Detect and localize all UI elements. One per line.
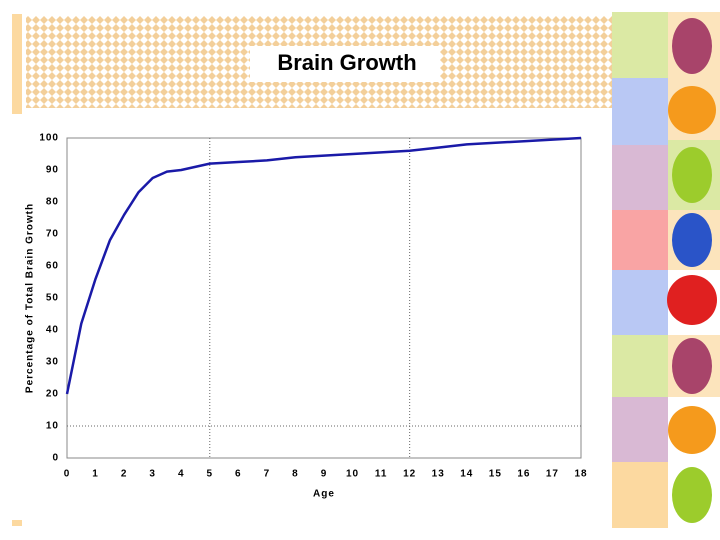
accent-bar bbox=[12, 520, 22, 526]
x-tick-label: 4 bbox=[178, 469, 185, 480]
x-tick-label: 18 bbox=[574, 469, 587, 480]
x-tick-label: 15 bbox=[489, 469, 502, 480]
x-tick-label: 1 bbox=[92, 469, 99, 480]
x-tick-label: 7 bbox=[264, 469, 271, 480]
y-tick-label: 40 bbox=[46, 325, 59, 336]
side-panel bbox=[612, 12, 720, 528]
x-tick-label: 6 bbox=[235, 469, 242, 480]
plot-frame bbox=[66, 137, 582, 459]
y-axis-label: Percentage of Total Brain Growth bbox=[25, 203, 36, 393]
y-tick-label: 0 bbox=[52, 453, 59, 464]
chart-title: Brain Growth bbox=[277, 50, 416, 75]
y-tick-label: 10 bbox=[46, 421, 59, 432]
y-tick-label: 100 bbox=[39, 133, 59, 144]
y-tick-label: 60 bbox=[46, 261, 59, 272]
y-tick-label: 30 bbox=[46, 357, 59, 368]
x-tick-label: 16 bbox=[517, 469, 530, 480]
y-tick-label: 90 bbox=[46, 165, 59, 176]
x-tick-label: 8 bbox=[292, 469, 299, 480]
y-tick-label: 20 bbox=[46, 389, 59, 400]
x-tick-label: 3 bbox=[149, 469, 156, 480]
y-tick-label: 50 bbox=[46, 293, 59, 304]
y-tick-label: 80 bbox=[46, 197, 59, 208]
data-line bbox=[65, 136, 582, 395]
x-tick-label: 13 bbox=[432, 469, 445, 480]
x-tick-label: 9 bbox=[321, 469, 328, 480]
x-tick-label: 14 bbox=[460, 469, 473, 480]
x-tick-label: 10 bbox=[346, 469, 359, 480]
x-tick-label: 12 bbox=[403, 469, 416, 480]
x-tick-label: 2 bbox=[121, 469, 128, 480]
x-tick-label: 0 bbox=[64, 469, 71, 480]
x-tick-label: 17 bbox=[546, 469, 559, 480]
title-bg bbox=[250, 46, 440, 82]
x-axis-label: Age bbox=[313, 489, 335, 500]
accent-bar bbox=[12, 14, 22, 114]
y-tick-label: 70 bbox=[46, 229, 59, 240]
x-tick-label: 11 bbox=[375, 469, 388, 480]
x-tick-label: 5 bbox=[206, 469, 213, 480]
